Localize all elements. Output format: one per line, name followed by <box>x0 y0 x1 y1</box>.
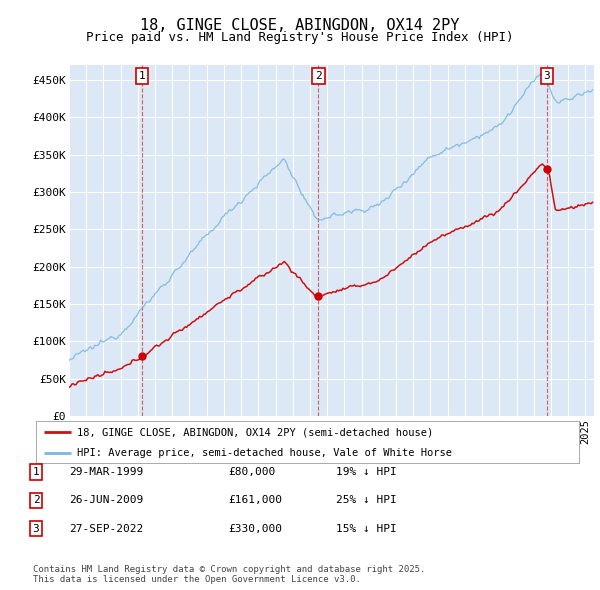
Text: 3: 3 <box>32 524 40 533</box>
Text: 18, GINGE CLOSE, ABINGDON, OX14 2PY: 18, GINGE CLOSE, ABINGDON, OX14 2PY <box>140 18 460 32</box>
Text: 2: 2 <box>32 496 40 505</box>
Text: 29-MAR-1999: 29-MAR-1999 <box>69 467 143 477</box>
Text: 27-SEP-2022: 27-SEP-2022 <box>69 524 143 533</box>
Text: 1: 1 <box>32 467 40 477</box>
Text: 3: 3 <box>543 71 550 81</box>
Text: £80,000: £80,000 <box>228 467 275 477</box>
Text: HPI: Average price, semi-detached house, Vale of White Horse: HPI: Average price, semi-detached house,… <box>77 448 452 457</box>
Text: Price paid vs. HM Land Registry's House Price Index (HPI): Price paid vs. HM Land Registry's House … <box>86 31 514 44</box>
Text: £161,000: £161,000 <box>228 496 282 505</box>
Text: 15% ↓ HPI: 15% ↓ HPI <box>336 524 397 533</box>
Text: 2: 2 <box>315 71 322 81</box>
Text: 19% ↓ HPI: 19% ↓ HPI <box>336 467 397 477</box>
Text: 25% ↓ HPI: 25% ↓ HPI <box>336 496 397 505</box>
Text: Contains HM Land Registry data © Crown copyright and database right 2025.
This d: Contains HM Land Registry data © Crown c… <box>33 565 425 584</box>
Text: 26-JUN-2009: 26-JUN-2009 <box>69 496 143 505</box>
Text: 18, GINGE CLOSE, ABINGDON, OX14 2PY (semi-detached house): 18, GINGE CLOSE, ABINGDON, OX14 2PY (sem… <box>77 427 433 437</box>
Text: £330,000: £330,000 <box>228 524 282 533</box>
Text: 1: 1 <box>139 71 145 81</box>
